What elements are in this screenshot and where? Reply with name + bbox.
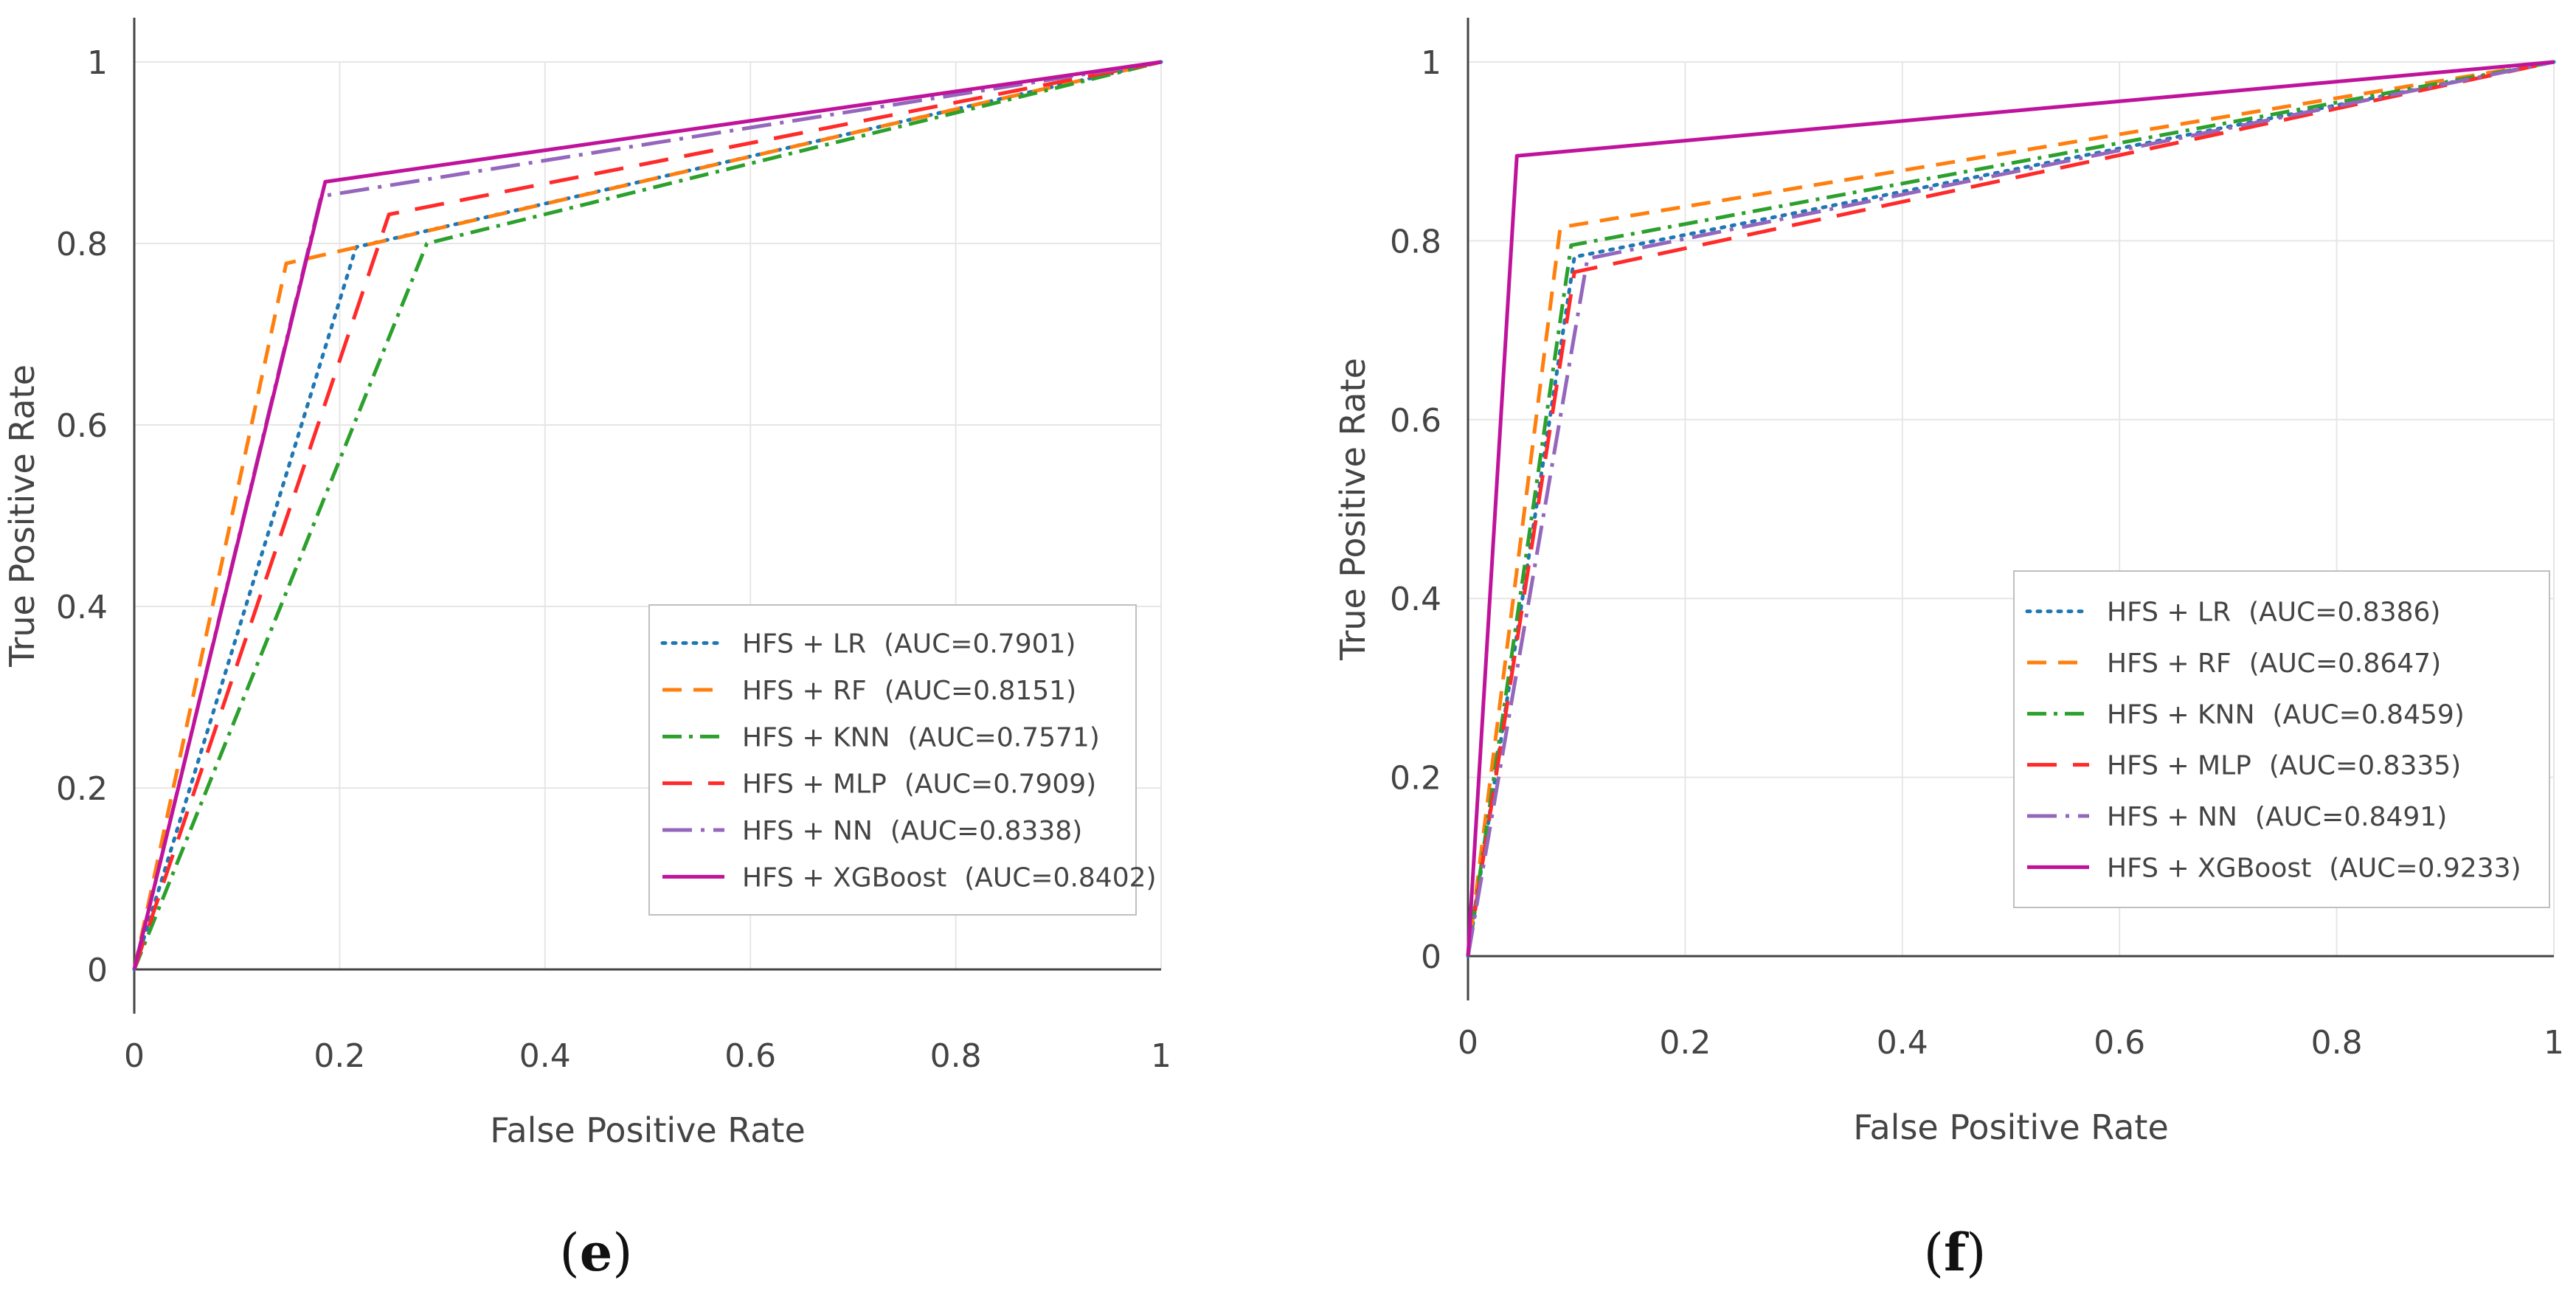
x-tick-label: 0.2	[314, 1037, 365, 1075]
legend-auc-value: (AUC=0.8386)	[2248, 598, 2440, 628]
legend-auc-value: (AUC=0.7571)	[908, 722, 1100, 753]
legend-entry: HFS + KNN (AUC=0.8459)	[2107, 699, 2465, 730]
legend-series-name: HFS + XGBoost	[742, 862, 946, 893]
legend-series-name: HFS + RF	[742, 676, 867, 706]
roc-curve-hfs-rf	[132, 60, 1162, 970]
roc-curve-hfs-knn	[132, 60, 1162, 970]
x-tick-label: 0.2	[1659, 1024, 1711, 1062]
x-tick-label: 0.4	[1877, 1024, 1928, 1062]
roc-curve-hfs-knn	[1466, 60, 2555, 957]
legend-series-name: HFS + LR	[2107, 598, 2231, 628]
roc-curve-hfs-lr	[132, 60, 1163, 972]
legend-auc-value: (AUC=0.8335)	[2269, 751, 2461, 781]
legend-entry: HFS + KNN (AUC=0.7571)	[742, 722, 1100, 753]
y-tick-label: 0.8	[56, 226, 108, 263]
y-tick-label: 0.6	[56, 407, 108, 445]
legend-auc-value: (AUC=0.8151)	[884, 676, 1076, 706]
legend-entry: HFS + RF (AUC=0.8647)	[2107, 648, 2441, 679]
panel-letter: f	[1944, 1222, 1969, 1283]
x-tick-label: 0.6	[724, 1037, 776, 1075]
y-tick-label: 0.6	[1390, 402, 1441, 440]
y-axis-title: True Positive Rate	[2, 364, 42, 668]
y-tick-label: 0.2	[56, 770, 108, 808]
x-axis-title: False Positive Rate	[490, 1110, 806, 1150]
y-tick-label: 1	[87, 44, 108, 82]
legend-entry: HFS + XGBoost (AUC=0.8402)	[742, 862, 1157, 893]
x-tick-label: 0.8	[930, 1037, 982, 1075]
legend-entry: HFS + RF (AUC=0.8151)	[742, 676, 1076, 706]
x-tick-label: 0.8	[2311, 1024, 2363, 1062]
chart-panel-f: 0 0.2 0.4 0.6 0.8 1 0 0.2 0.4 0.6 0.8 1 HFS + LR (AUC…	[1333, 18, 2564, 1283]
legend-auc-value: (AUC=0.8647)	[2249, 648, 2441, 679]
x-tick-label: 0.6	[2094, 1024, 2145, 1062]
legend-box	[2013, 570, 2550, 908]
roc-curve-hfs-mlp	[132, 60, 1162, 970]
roc-curve-hfs-xgboost	[1466, 60, 2555, 957]
x-tick-label: 0	[1458, 1024, 1478, 1062]
panel-letter: e	[580, 1222, 613, 1283]
legend-series-name: HFS + RF	[2107, 648, 2232, 679]
panel-label: (f)	[1924, 1222, 1987, 1283]
legend-auc-value: (AUC=0.8402)	[964, 862, 1156, 893]
legend-series-name: HFS + KNN	[742, 722, 890, 753]
legend-auc-value: (AUC=0.9233)	[2329, 853, 2521, 883]
x-axis-title: False Positive Rate	[1853, 1107, 2169, 1147]
y-tick-label: 0.4	[1390, 581, 1441, 618]
y-tick-label: 0	[1421, 938, 1441, 976]
legend-series-name: HFS + KNN	[2107, 699, 2255, 730]
y-tick-label: 0	[87, 952, 108, 989]
roc-curve-hfs-nn	[1466, 60, 2555, 957]
legend: HFS + LR (AUC=0.8386) HFS + RF (AUC=0.8647)…	[2013, 570, 2550, 908]
legend-box	[648, 604, 1137, 916]
x-tick-label: 1	[1151, 1037, 1171, 1075]
legend-entry: HFS + NN (AUC=0.8491)	[2107, 802, 2447, 832]
chart-panel-e: 0 0.2 0.4 0.6 0.8 1 0 0.2 0.4 0.6 0.8 1 HFS + LR (AUC…	[2, 18, 1171, 1283]
legend-series-name: HFS + NN	[742, 816, 873, 846]
legend-auc-value: (AUC=0.7901)	[884, 629, 1076, 660]
legend-auc-value: (AUC=0.8491)	[2255, 802, 2447, 832]
legend-entry: HFS + LR (AUC=0.7901)	[742, 629, 1076, 660]
y-tick-label: 0.8	[1390, 223, 1441, 260]
roc-curve-hfs-rf	[1466, 60, 2555, 957]
legend-entry: HFS + XGBoost (AUC=0.9233)	[2107, 853, 2521, 883]
legend-entry: HFS + NN (AUC=0.8338)	[742, 816, 1082, 846]
x-tick-label: 0.4	[519, 1037, 571, 1075]
legend-auc-value: (AUC=0.8338)	[890, 816, 1082, 846]
panel-label: (e)	[559, 1222, 632, 1283]
legend: HFS + LR (AUC=0.7901) HFS + RF (AUC=0.8151)…	[648, 604, 1157, 916]
legend-entry: HFS + MLP (AUC=0.8335)	[2107, 751, 2461, 781]
y-tick-label: 0.2	[1390, 760, 1441, 798]
legend-auc-value: (AUC=0.7909)	[904, 769, 1096, 800]
y-axis-title: True Positive Rate	[1333, 358, 1373, 661]
roc-curve-hfs-xgboost	[132, 60, 1162, 970]
y-tick-label: 0.4	[56, 589, 108, 626]
legend-series-name: HFS + MLP	[2107, 751, 2251, 781]
legend-series-name: HFS + XGBoost	[2107, 853, 2311, 883]
legend-entry: HFS + MLP (AUC=0.7909)	[742, 769, 1096, 800]
legend-auc-value: (AUC=0.8459)	[2273, 699, 2465, 730]
legend-series-name: HFS + LR	[742, 629, 866, 660]
x-tick-label: 0	[124, 1037, 145, 1075]
legend-entry: HFS + LR (AUC=0.8386)	[2107, 598, 2440, 628]
y-tick-label: 1	[1421, 44, 1441, 82]
x-tick-label: 1	[2544, 1024, 2564, 1062]
roc-curve-hfs-mlp	[1466, 60, 2555, 957]
legend-series-name: HFS + NN	[2107, 802, 2237, 832]
legend-series-name: HFS + MLP	[742, 769, 887, 800]
